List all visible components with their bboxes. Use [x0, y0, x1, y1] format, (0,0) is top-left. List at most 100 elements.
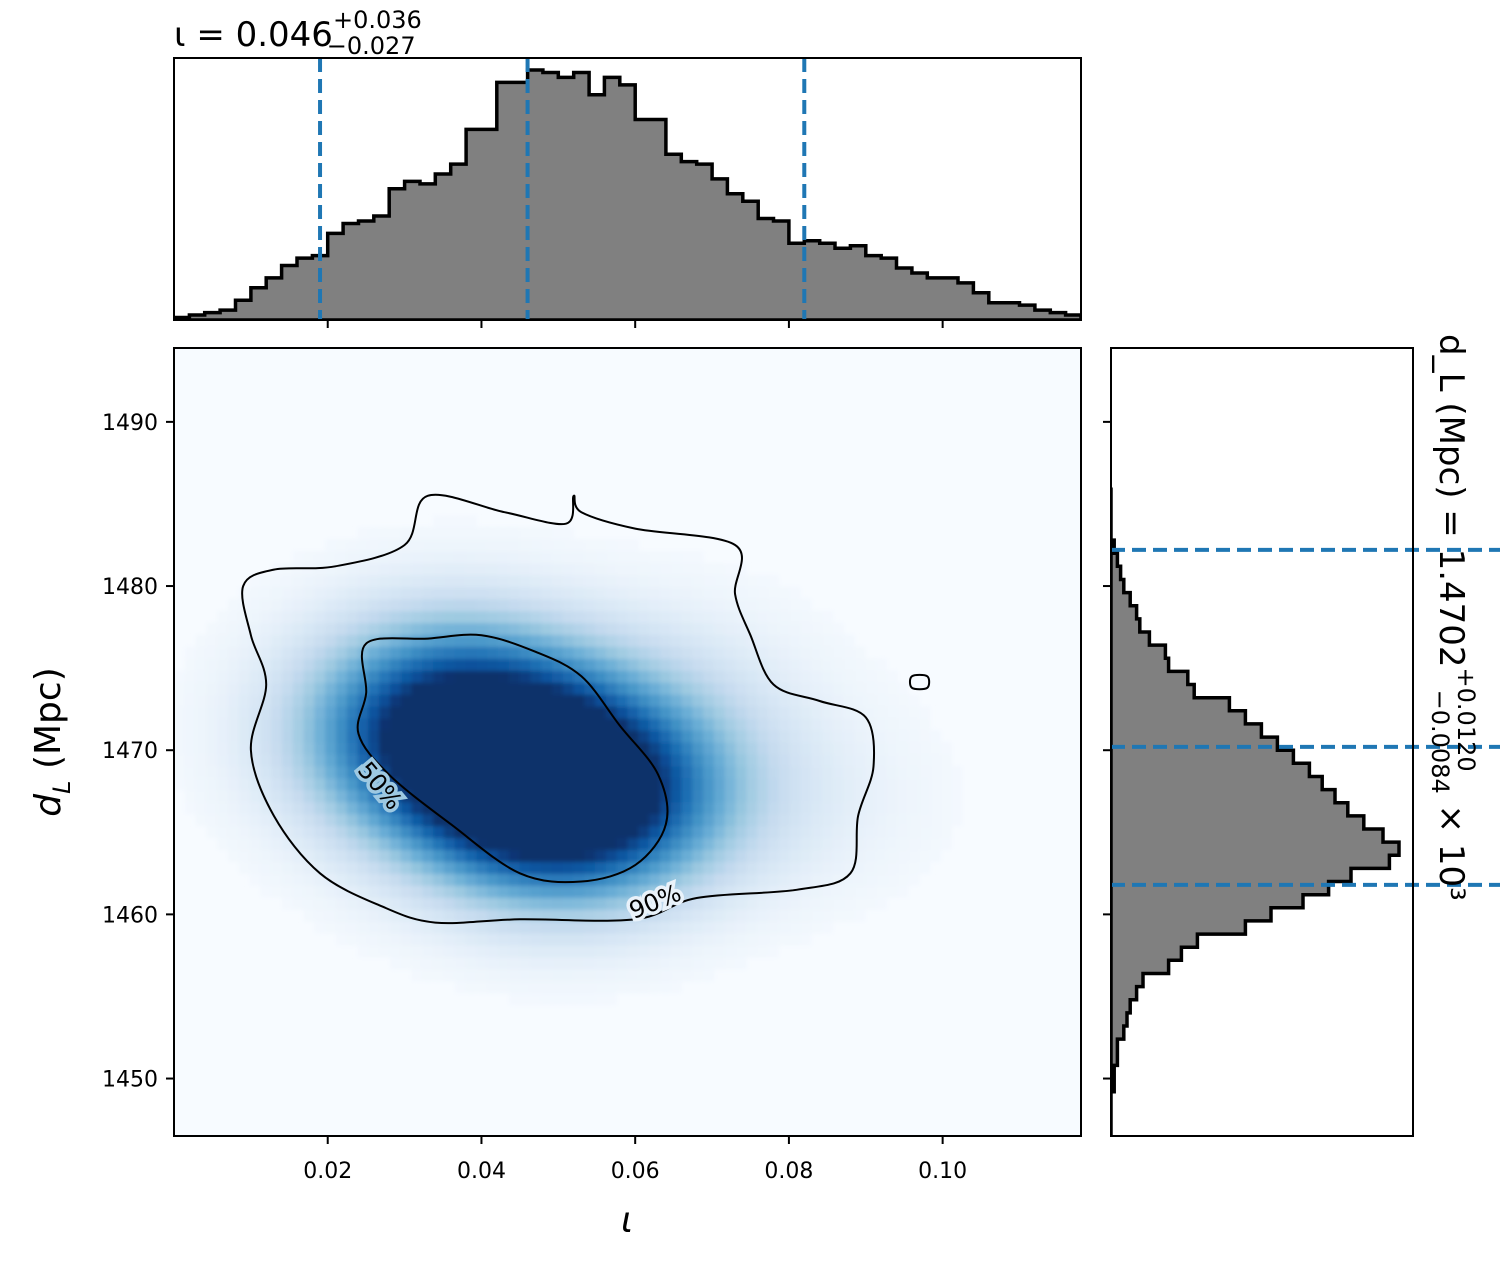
- heatmap-cell: [562, 897, 575, 910]
- heatmap-cell: [605, 551, 618, 564]
- heatmap-cell: [422, 646, 434, 659]
- heatmap-cell: [638, 765, 650, 779]
- heatmap-cell: [551, 933, 564, 946]
- heatmap-cell: [487, 634, 499, 647]
- heatmap-cell: [811, 873, 823, 886]
- heatmap-cell: [282, 849, 294, 862]
- heatmap-cell: [541, 562, 553, 576]
- heatmap-cell: [551, 706, 564, 719]
- heatmap-cell: [595, 813, 607, 827]
- heatmap-cell: [379, 730, 391, 743]
- heatmap-cell: [703, 789, 715, 803]
- heatmap-cell: [627, 861, 639, 874]
- heatmap-cell: [692, 753, 704, 767]
- heatmap-cell: [724, 849, 737, 862]
- heatmap-cell: [325, 825, 337, 839]
- heatmap-cell: [670, 574, 683, 588]
- heatmap-cell: [433, 801, 445, 815]
- heatmap-cell: [573, 897, 585, 910]
- heatmap-cell: [649, 777, 661, 791]
- heatmap-cell: [487, 742, 499, 755]
- heatmap-cell: [519, 825, 531, 839]
- heatmap-cell: [735, 813, 747, 827]
- heatmap-cell: [368, 813, 380, 827]
- heatmap-cell: [260, 646, 272, 659]
- heatmap-cell: [465, 897, 477, 910]
- heatmap-cell: [692, 968, 704, 982]
- heatmap-cell: [746, 694, 758, 707]
- heatmap-cell: [584, 968, 596, 982]
- heatmap-cell: [789, 730, 801, 743]
- heatmap-cell: [886, 861, 898, 874]
- heatmap-cell: [497, 586, 510, 600]
- heatmap-cell: [411, 956, 423, 970]
- heatmap-cell: [692, 742, 704, 755]
- heatmap-cell: [541, 753, 553, 767]
- heatmap-cell: [228, 753, 240, 767]
- heatmap-cell: [757, 933, 769, 946]
- heatmap-cell: [584, 777, 596, 791]
- heatmap-cell: [757, 873, 769, 886]
- heatmap-cell: [800, 921, 812, 934]
- heatmap-cell: [638, 586, 650, 600]
- heatmap-cell: [854, 765, 866, 779]
- heatmap-cell: [508, 646, 521, 659]
- heatmap-cell: [325, 718, 337, 731]
- heatmap-cell: [443, 956, 456, 970]
- heatmap-cell: [584, 945, 596, 958]
- heatmap-cell: [584, 933, 596, 946]
- heatmap-cell: [638, 825, 650, 839]
- heatmap-cell: [508, 909, 521, 922]
- y-tick-label: 1470: [102, 739, 158, 764]
- heatmap-cell: [217, 825, 229, 839]
- heatmap-cell: [314, 598, 326, 612]
- heatmap-cell: [584, 825, 596, 839]
- heatmap-cell: [897, 753, 909, 767]
- heatmap-cell: [238, 658, 251, 671]
- heatmap-cell: [724, 777, 737, 791]
- heatmap-cell: [692, 801, 704, 815]
- heatmap-cell: [497, 670, 510, 683]
- heatmap-cell: [292, 706, 305, 719]
- heatmap-cell: [271, 742, 283, 755]
- heatmap-cell: [422, 849, 434, 862]
- heatmap-cell: [605, 694, 618, 707]
- heatmap-cell: [314, 634, 326, 647]
- heatmap-cell: [497, 610, 510, 624]
- heatmap-cell: [616, 539, 629, 552]
- heatmap-cell: [508, 956, 521, 970]
- heatmap-cell: [627, 956, 639, 970]
- heatmap-cell: [282, 694, 294, 707]
- heatmap-cell: [271, 885, 283, 898]
- heatmap-cell: [854, 813, 866, 827]
- heatmap-cell: [595, 777, 607, 791]
- heatmap-cell: [433, 777, 445, 791]
- heatmap-cell: [400, 682, 413, 695]
- heatmap-cell: [573, 706, 585, 719]
- heatmap-cell: [454, 634, 467, 647]
- heatmap-cell: [811, 753, 823, 767]
- heatmap-cell: [508, 777, 521, 791]
- heatmap-cell: [616, 980, 629, 994]
- heatmap-cell: [476, 622, 488, 636]
- heatmap-cell: [541, 873, 553, 886]
- heatmap-cell: [800, 610, 812, 624]
- heatmap-cell: [497, 837, 510, 850]
- heatmap-cell: [454, 718, 467, 731]
- heatmap-cell: [497, 562, 510, 576]
- heatmap-cell: [735, 730, 747, 743]
- heatmap-cell: [659, 980, 672, 994]
- heatmap-cell: [692, 849, 704, 862]
- heatmap-cell: [573, 801, 585, 815]
- heatmap-cell: [292, 574, 305, 588]
- heatmap-cell: [465, 646, 477, 659]
- heatmap-cell: [595, 861, 607, 874]
- heatmap-cell: [497, 718, 510, 731]
- heatmap-cell: [400, 945, 413, 958]
- heatmap-cell: [735, 956, 747, 970]
- heatmap-cell: [433, 873, 445, 886]
- heatmap-cell: [897, 730, 909, 743]
- heatmap-cell: [433, 885, 445, 898]
- heatmap-cell: [757, 610, 769, 624]
- heatmap-cell: [271, 610, 283, 624]
